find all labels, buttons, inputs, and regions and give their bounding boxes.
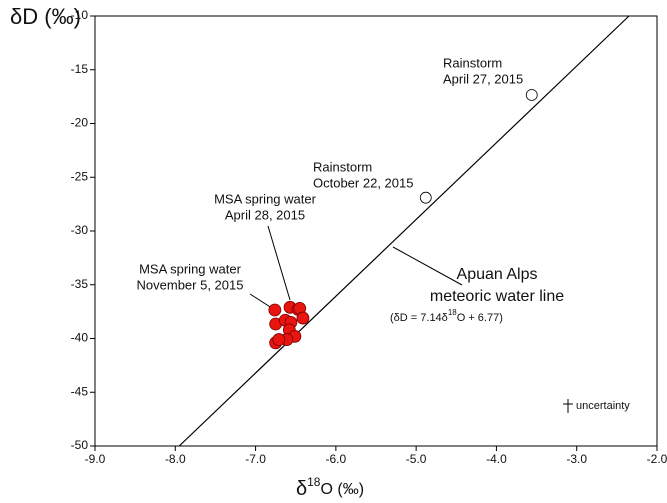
x-tick-label: -2.0 xyxy=(647,452,667,466)
annotation: October 22, 2015 xyxy=(313,175,413,190)
equation: (δD = 7.14δ18O + 6.77) xyxy=(390,308,503,324)
x-tick-label: -8.0 xyxy=(165,452,186,466)
annotation: MSA spring water xyxy=(139,261,242,276)
y-tick-label: -25 xyxy=(71,169,89,183)
x-tick-label: -3.0 xyxy=(566,452,587,466)
x-tick-label: -9.0 xyxy=(85,452,106,466)
leader-line xyxy=(392,246,463,286)
annotation: meteoric water line xyxy=(430,288,564,305)
point xyxy=(272,333,286,346)
point xyxy=(296,311,310,325)
y-tick-label: -50 xyxy=(71,438,89,452)
y-tick-label: -10 xyxy=(71,8,89,22)
y-tick-label: -45 xyxy=(71,384,89,398)
uncertainty-label: uncertainty xyxy=(576,400,630,412)
annotation: MSA spring water xyxy=(214,191,317,206)
y-tick-label: -30 xyxy=(71,223,89,237)
point xyxy=(268,303,282,317)
x-tick-label: -4.0 xyxy=(486,452,507,466)
y-tick-label: -20 xyxy=(71,116,89,130)
y-tick-label: -35 xyxy=(71,277,89,291)
x-tick-label: -6.0 xyxy=(326,452,347,466)
plot-frame xyxy=(94,15,658,447)
x-axis-label: δ18O (‰) xyxy=(296,475,364,500)
y-tick-label: -15 xyxy=(71,62,89,76)
y-axis-label: δD (‰) xyxy=(10,4,81,29)
annotation: November 5, 2015 xyxy=(137,277,244,292)
annotation: April 28, 2015 xyxy=(225,207,305,222)
leader-line xyxy=(267,225,291,301)
annotation: Rainstorm xyxy=(313,159,372,174)
annotation: Apuan Alps xyxy=(457,266,538,283)
x-tick-label: -5.0 xyxy=(406,452,427,466)
annotation: Rainstorm xyxy=(443,55,502,70)
x-tick-label: -7.0 xyxy=(245,452,266,466)
y-tick-label: -40 xyxy=(71,331,89,345)
point xyxy=(525,89,538,101)
meteoric-water-line xyxy=(178,15,630,447)
point xyxy=(419,191,432,204)
annotation: April 27, 2015 xyxy=(443,71,523,86)
